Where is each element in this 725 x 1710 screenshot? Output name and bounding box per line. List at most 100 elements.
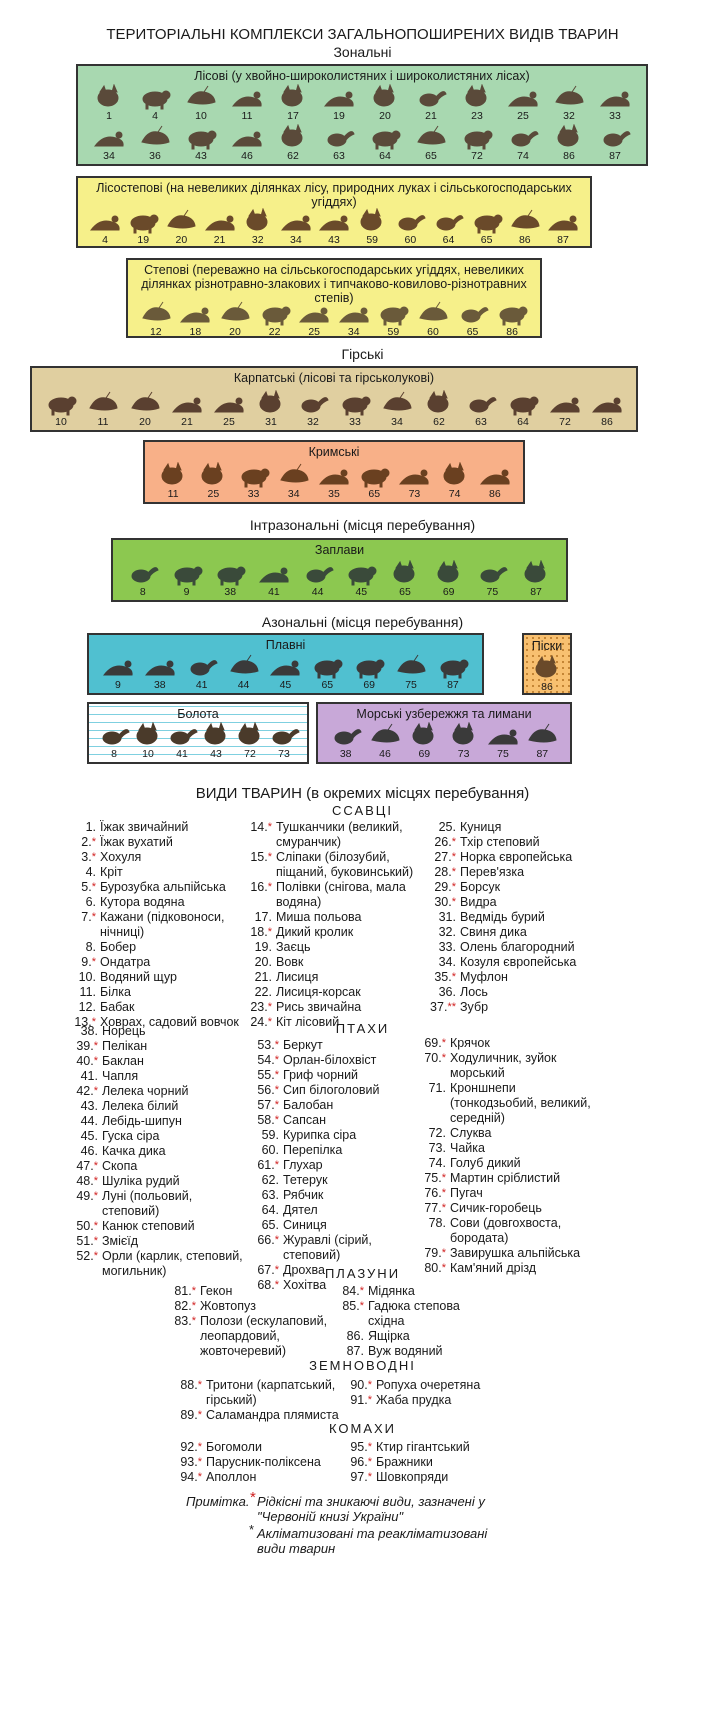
species-number: 14.* [248,820,272,850]
species-number: 5.* [74,880,96,895]
species-name: Глухар [279,1158,323,1173]
animal-figure: 21 [200,208,238,246]
animal-number: 4 [102,234,108,246]
crimean-panel-title: Кримські [145,442,523,459]
animal-number: 8 [140,586,146,598]
animal-icon [329,722,363,748]
species-name: Олень благородний [456,940,575,955]
coast-row-1: 38 46 69 73 75 87 [318,722,570,760]
animal-icon [196,462,230,488]
animal-figure: 46 [365,722,404,760]
animal-figure: 44 [224,653,264,691]
species-name: Крячок [446,1036,490,1051]
species-name: Парусник-поліксена [202,1455,321,1470]
animal-figure: 11 [153,462,193,500]
animal-number: 20 [139,416,151,428]
species-item: 42.* Лелека чорний [74,1084,250,1099]
animal-number: 43 [195,150,207,162]
species-name: Ящірка [364,1329,410,1344]
animal-figure: 10 [41,390,81,428]
animal-figure: 86 [506,208,544,246]
species-item: 69.* Крячок [420,1036,600,1051]
animal-figure: 20 [365,84,405,122]
species-item: 46. Качка дика [74,1144,250,1159]
species-name: Ктир гігантський [372,1440,470,1455]
animal-number: 34 [348,326,360,338]
azonal-heading: Азональні (місця перебування) [0,614,725,630]
species-item: 57.* Балобан [255,1098,425,1113]
animal-icon [598,124,632,150]
species-title: ВИДИ ТВАРИН (в окремих місцях перебуванн… [0,785,725,802]
animal-number: 75 [497,748,509,760]
species-number: 16.* [248,880,272,910]
species-name: Качка дика [98,1144,166,1159]
species-number: 57.* [255,1098,279,1113]
animal-figure: 65 [468,208,506,246]
animal-number: 43 [328,234,340,246]
animal-figure: 65 [411,124,451,162]
animal-number: 72 [471,150,483,162]
species-item: 11. Білка [74,985,254,1000]
foreststeppe-panel: Лісостепові (на невеликих ділянках лісу,… [76,176,592,248]
species-number: 85.* [340,1299,364,1329]
animal-number: 21 [425,110,437,122]
animal-number: 9 [115,679,121,691]
species-item: 36. Лось [430,985,620,1000]
animal-figure: 86 [549,124,589,162]
animal-icon [268,653,302,679]
species-item: 26.* Тхір степовий [430,835,620,850]
animal-number: 74 [517,150,529,162]
crimean-panel: Кримські 11 25 33 34 35 65 73 74 86 [143,440,525,504]
reptiles-heading: ПЛАЗУНИ [0,1266,725,1281]
species-name: Канюк степовий [98,1219,195,1234]
species-number: 86. [340,1329,364,1344]
species-number: 22. [248,985,272,1000]
animal-figure: 1 [89,84,129,122]
animal-figure: 69 [405,722,444,760]
animal-figure: 33 [234,462,274,500]
species-name: Сови (довгохвоста, бородата) [446,1216,600,1246]
animal-icon [131,722,165,748]
species-number: 21. [248,970,272,985]
species-name: Змієїд [98,1234,138,1249]
animal-number: 25 [207,488,219,500]
species-item: 31. Ведмідь бурий [430,910,620,925]
species-number: 92.* [178,1440,202,1455]
animal-number: 87 [447,679,459,691]
animal-icon [438,462,472,488]
species-name: Лось [456,985,488,1000]
species-item: 61.* Глухар [255,1158,425,1173]
animal-figure: 72 [545,390,585,428]
species-number: 41. [74,1069,98,1084]
species-number: 72. [420,1126,446,1141]
note-red-book: Рідкісні та зникаючі види, зазначені у "… [257,1494,497,1524]
insects-col-1: 92.* Богомоли 93.* Парусник-поліксена 94.* Ап… [178,1440,338,1485]
steppe-panel: Степові (переважно на сільськогосподарсь… [126,258,542,338]
animal-figure: 21 [411,84,451,122]
animal-figure: 35 [314,462,354,500]
animal-number: 11 [98,416,109,428]
animal-icon [317,208,351,234]
animal-icon [143,653,177,679]
animal-icon [394,653,428,679]
animal-figure: 25 [503,84,543,122]
animal-icon [296,390,330,416]
animal-icon [139,300,173,326]
species-item: 77.* Сичик-горобець [420,1201,600,1216]
species-number: 75.* [420,1171,446,1186]
species-number: 34. [430,955,456,970]
animal-figure: 86 [475,462,515,500]
mammals-col-3: 25. Куниця 26.* Тхір степовий 27.* Норка євро… [430,820,620,1015]
animal-icon [267,722,301,748]
species-number: 58.* [255,1113,279,1128]
animal-figure: 46 [227,124,267,162]
species-item: 85.* Гадюка степова східна [340,1299,480,1329]
forest-row-1: 1 4 10 11 17 19 20 21 23 25 32 33 [78,84,646,122]
species-number: 1. [74,820,96,835]
animal-number: 45 [355,586,367,598]
animal-figure: 73 [444,722,483,760]
animal-figure: 11 [83,390,123,428]
floodplain-panel-title: Заплави [113,540,566,557]
animal-figure: 75 [391,653,431,691]
swamps-panel-title: Болота [89,704,307,721]
